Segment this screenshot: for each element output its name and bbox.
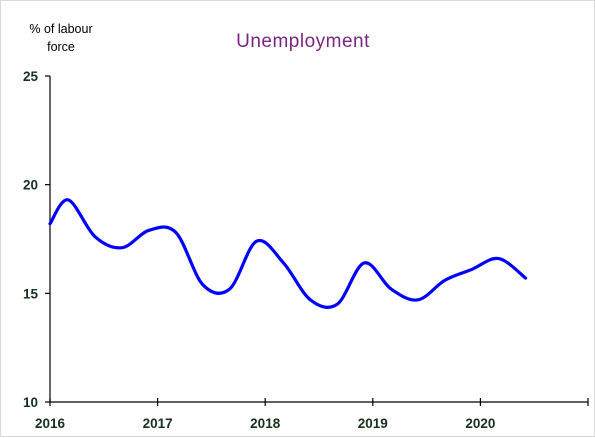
chart-title: Unemployment	[236, 31, 370, 52]
y-axis-ticks	[45, 75, 50, 403]
x-tick-label: 2020	[465, 416, 495, 431]
x-tick-label: 2018	[250, 416, 281, 431]
y-tick-label: 10	[23, 395, 38, 410]
y-axis-unit-label-line-2: force	[47, 40, 75, 54]
y-tick-label: 20	[23, 178, 38, 193]
x-axis-ticks	[49, 398, 589, 406]
series-line-unemployment	[48, 198, 528, 309]
x-axis-tick-labels: 2016 2017 2018 2019 2020	[35, 416, 495, 431]
x-tick-label: 2016	[35, 416, 66, 431]
y-tick-label: 15	[23, 286, 39, 301]
y-tick-label: 25	[23, 69, 39, 84]
y-axis-tick-labels: 10 15 20 25	[23, 69, 39, 410]
x-tick-label: 2019	[358, 416, 388, 431]
y-axis-unit-label-line-1: % of labour	[29, 22, 92, 36]
x-tick-label: 2017	[143, 416, 173, 431]
